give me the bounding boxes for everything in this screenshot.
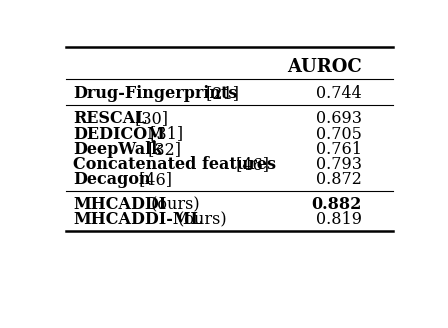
Text: RESCAL: RESCAL: [73, 111, 147, 127]
Text: [46]: [46]: [231, 156, 269, 173]
Text: (ours): (ours): [173, 212, 227, 228]
Text: [30]: [30]: [130, 111, 168, 127]
Text: AUROC: AUROC: [287, 58, 362, 76]
Text: 0.793: 0.793: [315, 156, 362, 173]
Text: 0.882: 0.882: [311, 196, 362, 213]
Text: 0.819: 0.819: [315, 212, 362, 228]
Text: MHCADDI: MHCADDI: [73, 196, 167, 213]
Text: [32]: [32]: [142, 141, 181, 158]
Text: MHCADDI-ML: MHCADDI-ML: [73, 212, 202, 228]
Text: 0.872: 0.872: [316, 171, 362, 188]
Text: 0.761: 0.761: [315, 141, 362, 158]
Text: DeepWalk: DeepWalk: [73, 141, 163, 158]
Text: [31]: [31]: [145, 126, 183, 143]
Text: 0.705: 0.705: [316, 126, 362, 143]
Text: Decagon: Decagon: [73, 171, 151, 188]
Text: DEDICOM: DEDICOM: [73, 126, 165, 143]
Text: 0.744: 0.744: [316, 85, 362, 102]
Text: 0.693: 0.693: [315, 111, 362, 127]
Text: Concatenated features: Concatenated features: [73, 156, 276, 173]
Text: [46]: [46]: [134, 171, 172, 188]
Text: (ours): (ours): [146, 196, 199, 213]
Text: [21]: [21]: [201, 85, 239, 102]
Text: Drug-Fingerprints: Drug-Fingerprints: [73, 85, 238, 102]
